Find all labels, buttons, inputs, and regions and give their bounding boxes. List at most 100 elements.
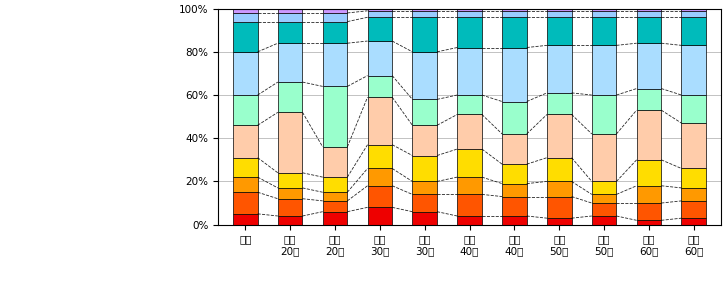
Bar (412, 11, 437, 17)
Bar (457, 149, 482, 177)
Bar (368, 97, 392, 145)
Bar (457, 48, 482, 95)
Bar (502, 184, 527, 197)
Bar (636, 220, 661, 225)
Bar (323, 13, 347, 22)
Bar (233, 95, 258, 125)
Bar (412, 125, 437, 156)
Bar (233, 13, 258, 22)
Bar (233, 214, 258, 225)
Bar (547, 11, 571, 17)
Bar (502, 9, 527, 11)
Bar (323, 201, 347, 212)
Bar (412, 181, 437, 194)
Bar (412, 52, 437, 99)
Bar (681, 123, 706, 168)
Bar (278, 9, 303, 13)
Bar (457, 177, 482, 194)
Bar (368, 11, 392, 17)
Bar (233, 22, 258, 52)
Bar (412, 17, 437, 52)
Bar (412, 9, 437, 11)
Bar (681, 45, 706, 95)
Bar (592, 95, 617, 134)
Bar (368, 168, 392, 186)
Bar (547, 45, 571, 93)
Bar (323, 22, 347, 43)
Bar (502, 48, 527, 102)
Bar (636, 43, 661, 89)
Bar (592, 181, 617, 194)
Bar (681, 95, 706, 123)
Bar (457, 11, 482, 17)
Bar (412, 99, 437, 125)
Bar (323, 43, 347, 86)
Bar (547, 158, 571, 181)
Bar (368, 186, 392, 207)
Bar (412, 156, 437, 181)
Bar (278, 173, 303, 188)
Bar (233, 125, 258, 158)
Bar (233, 192, 258, 214)
Bar (278, 199, 303, 216)
Bar (457, 216, 482, 225)
Bar (636, 9, 661, 11)
Bar (368, 145, 392, 168)
Bar (547, 197, 571, 218)
Bar (457, 95, 482, 114)
Bar (278, 188, 303, 199)
Bar (592, 203, 617, 216)
Bar (636, 17, 661, 43)
Bar (547, 17, 571, 46)
Bar (592, 216, 617, 225)
Bar (636, 110, 661, 160)
Bar (278, 112, 303, 173)
Bar (278, 22, 303, 43)
Bar (502, 11, 527, 17)
Bar (278, 43, 303, 82)
Bar (547, 115, 571, 158)
Bar (636, 89, 661, 110)
Bar (233, 177, 258, 192)
Bar (233, 52, 258, 95)
Bar (502, 17, 527, 48)
Bar (278, 13, 303, 22)
Bar (592, 9, 617, 11)
Bar (502, 134, 527, 164)
Bar (368, 207, 392, 225)
Bar (547, 181, 571, 197)
Bar (636, 203, 661, 220)
Bar (457, 17, 482, 48)
Bar (368, 41, 392, 76)
Bar (457, 9, 482, 11)
Bar (368, 9, 392, 11)
Bar (502, 216, 527, 225)
Bar (592, 11, 617, 17)
Bar (681, 11, 706, 17)
Bar (547, 93, 571, 114)
Bar (636, 11, 661, 17)
Bar (502, 102, 527, 134)
Bar (592, 194, 617, 203)
Bar (323, 177, 347, 192)
Bar (681, 168, 706, 188)
Bar (323, 212, 347, 225)
Bar (592, 17, 617, 46)
Bar (233, 9, 258, 13)
Bar (592, 45, 617, 95)
Bar (323, 192, 347, 201)
Bar (547, 9, 571, 11)
Bar (412, 194, 437, 212)
Bar (681, 218, 706, 225)
Bar (278, 216, 303, 225)
Bar (457, 114, 482, 149)
Bar (681, 9, 706, 11)
Bar (681, 201, 706, 218)
Bar (323, 147, 347, 177)
Bar (457, 194, 482, 216)
Bar (636, 186, 661, 203)
Bar (368, 17, 392, 41)
Bar (323, 9, 347, 13)
Bar (547, 218, 571, 225)
Bar (592, 134, 617, 181)
